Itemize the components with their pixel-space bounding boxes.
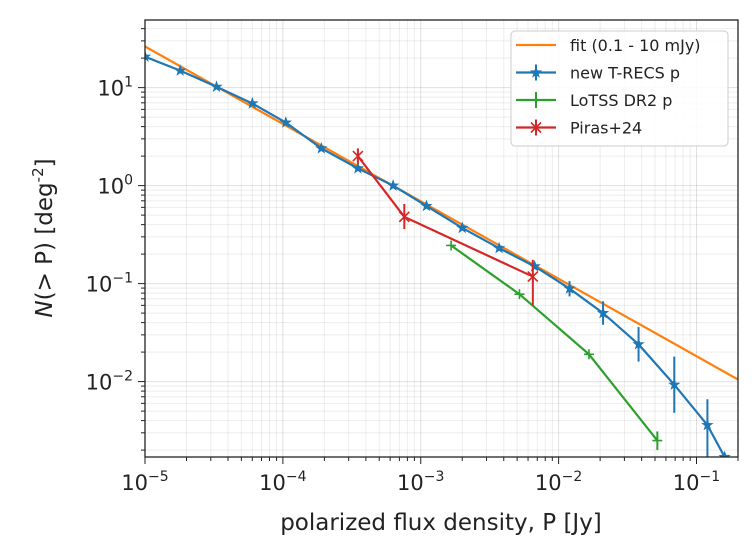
y-tick-label: 10−2 — [86, 369, 133, 395]
data-point — [420, 199, 433, 212]
data-point — [145, 50, 152, 62]
data-point — [279, 116, 292, 128]
data-point — [701, 418, 714, 431]
data-point — [652, 435, 663, 446]
series-clip — [145, 45, 738, 457]
data-point — [514, 289, 525, 300]
series-fit-0-1-10-mjy- — [145, 45, 738, 381]
series-line — [450, 244, 659, 442]
x-tick-label: 10−4 — [259, 469, 306, 495]
axis-ticks: 10−5 10−4 10−3 10−2 10−1 101 100 10−1 10−2 — [86, 28, 739, 495]
data-point — [386, 179, 400, 191]
data-point — [174, 64, 187, 76]
data-point — [632, 337, 645, 350]
data-point — [246, 96, 259, 109]
series-line — [145, 55, 726, 457]
legend-marker — [529, 66, 543, 78]
data-point — [446, 240, 457, 251]
series-line — [145, 45, 738, 381]
data-point — [528, 259, 541, 272]
data-point — [527, 269, 539, 284]
data-point — [351, 161, 365, 174]
data-point — [596, 306, 610, 319]
data-point — [352, 149, 364, 164]
legend-marker — [530, 120, 542, 135]
x-tick-label: 10−1 — [673, 469, 720, 495]
y-tick-label: 10−1 — [86, 271, 133, 297]
data-point — [210, 80, 223, 92]
legend-label: new T-RECS p — [570, 64, 680, 83]
y-axis-label: N(> P) [deg-2] — [29, 158, 58, 317]
series-new-t-recs-p — [145, 50, 731, 457]
data-point — [315, 141, 328, 154]
series-lotss-dr2-p — [446, 240, 663, 451]
legend-box — [510, 30, 729, 147]
data-point — [668, 378, 681, 390]
x-axis-label: polarized flux density, P [Jy] — [280, 510, 602, 536]
data-point — [492, 241, 506, 254]
y-tick-label: 100 — [97, 173, 133, 199]
data-point — [398, 209, 410, 224]
series-piras-24 — [352, 148, 539, 306]
series-layer — [145, 45, 738, 457]
plot-frame — [144, 19, 739, 458]
data-point — [563, 282, 576, 294]
legend-marker — [531, 95, 541, 105]
data-point — [718, 450, 731, 457]
x-tick-label: 10−3 — [397, 469, 444, 495]
x-tick-label: 10−2 — [535, 469, 582, 495]
data-point — [456, 221, 469, 234]
y-tick-label: 101 — [97, 75, 133, 101]
legend: fit (0.1 - 10 mJy) new T-RECS p LoTSS DR2 … — [510, 30, 729, 147]
legend-label: LoTSS DR2 p — [570, 91, 672, 110]
legend-label: Piras+24 — [570, 119, 642, 138]
legend-label: fit (0.1 - 10 mJy) — [570, 36, 701, 55]
x-tick-label: 10−5 — [121, 469, 168, 495]
data-point — [583, 349, 594, 360]
